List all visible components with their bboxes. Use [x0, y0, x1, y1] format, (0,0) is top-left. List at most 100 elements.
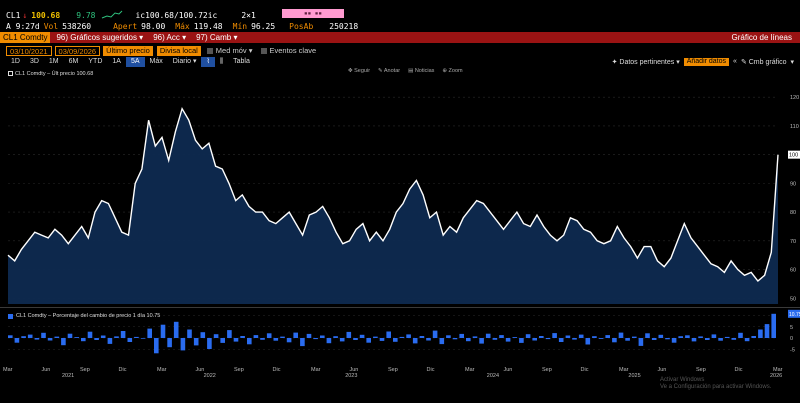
change-y-tick-label: 5: [790, 325, 793, 331]
change-bar: [180, 338, 186, 351]
key-events-label[interactable]: Eventos clave: [269, 46, 317, 55]
change-bar: [346, 331, 352, 338]
range-3d[interactable]: 3D: [29, 58, 39, 65]
change-bar: [200, 332, 206, 338]
change-bar: [651, 338, 657, 340]
change-bar: [399, 336, 405, 338]
change-bar: [227, 330, 232, 338]
range-1d[interactable]: 1D: [11, 58, 20, 65]
last-price: 100.68: [31, 10, 61, 20]
range-5a[interactable]: 5A: [125, 57, 145, 67]
key-events-checkbox[interactable]: [260, 47, 267, 54]
range-max[interactable]: Máx: [149, 58, 163, 65]
change-bar: [286, 338, 292, 343]
price-type-select[interactable]: Último precio: [103, 45, 153, 56]
x-tick-label: Dic: [735, 367, 743, 373]
change-bar: [632, 336, 637, 338]
quote-row-2: A 9:27d Vol 538260 Apert 98.00 Máx 119.4…: [0, 21, 800, 32]
change-bar: [41, 332, 46, 338]
frequency-select[interactable]: Diario ▾: [172, 58, 197, 65]
x-tick-label: Mar: [619, 367, 629, 373]
change-bar: [751, 336, 756, 338]
range-ytd[interactable]: YTD: [88, 58, 103, 65]
change-bar: [393, 338, 398, 342]
bar-chart-icon[interactable]: ⫼: [219, 58, 224, 65]
change-bar: [578, 334, 584, 338]
range-bar: 1D 3D 1M 6M YTD 1A 5A Máx Diario ▾ ⌇ ⫼ T…: [0, 57, 800, 67]
change-y-tick-label: 0: [790, 336, 793, 342]
end-date-input[interactable]: 03/09/2026: [54, 45, 101, 56]
change-bar: [691, 338, 697, 342]
change-bar: [744, 338, 750, 342]
change-bar: [14, 338, 20, 343]
x-tick-label: Jun: [658, 367, 667, 373]
change-bar: [724, 336, 730, 338]
change-bar: [512, 337, 518, 338]
change-bar: [207, 338, 212, 349]
moving-average-checkbox[interactable]: [206, 47, 213, 54]
x-year-label: 2024: [487, 373, 499, 377]
line-chart-icon[interactable]: ⌇: [201, 57, 215, 67]
chevron-down-icon[interactable]: ▾: [790, 59, 794, 66]
currency-select[interactable]: Divisa local: [156, 45, 201, 56]
change-bar: [260, 338, 265, 340]
alert-pill[interactable]: ▪▪ ▪▪: [282, 9, 344, 18]
min-value: 96.25: [251, 22, 276, 31]
price-chart[interactable]: 50 60 70 80 90 100 110 120 100: [0, 78, 800, 306]
add-data-button[interactable]: Añadir datos: [683, 58, 730, 66]
main-legend-label: CL1 Comdty – Últ precio 100.68: [15, 70, 94, 77]
change-bar: [114, 336, 119, 338]
price-y-tick-label: 50: [790, 296, 796, 302]
x-year-label: 2022: [204, 373, 216, 377]
x-tick-label: Mar: [157, 367, 167, 373]
moving-average-label[interactable]: Med móv ▾: [215, 46, 253, 55]
change-bar: [320, 335, 325, 338]
change-bar: [585, 338, 591, 345]
x-tick-label: Jun: [196, 367, 205, 373]
menu-suggested-charts[interactable]: 96) Gráficos sugeridos ▾: [56, 33, 144, 42]
menu-actions[interactable]: 96) Acc ▾: [153, 33, 187, 42]
change-bar: [731, 338, 737, 340]
max-label: Máx: [175, 22, 190, 31]
menu-change[interactable]: 97) Camb ▾: [196, 33, 238, 42]
change-bar: [21, 336, 26, 338]
security-ticker-box[interactable]: CL1 Comdty: [0, 32, 51, 43]
change-bar: [266, 333, 272, 338]
follow-tool[interactable]: ✥ Seguir: [348, 68, 371, 74]
annotate-tool[interactable]: ✎ Anotar: [378, 68, 401, 74]
news-tool[interactable]: ▤ Noticias: [408, 68, 435, 74]
vol-label: Vol: [43, 22, 59, 31]
price-area: [8, 108, 778, 304]
x-tick-label: Jun: [504, 367, 513, 373]
x-tick-label: Jun: [42, 367, 51, 373]
x-tick-label: Mar: [3, 367, 13, 373]
collapse-icon[interactable]: «: [733, 58, 737, 65]
start-date-input[interactable]: 03/10/2021: [6, 45, 52, 56]
change-bar: [492, 338, 498, 340]
change-legend-label: CL1 Comdty – Porcentaje del cambio de pr…: [16, 313, 161, 319]
change-bar: [74, 337, 79, 338]
change-chart[interactable]: -5051010.75 MarJunSepDicMarJunSepDicMarJ…: [0, 307, 800, 377]
range-6m[interactable]: 6M: [68, 58, 79, 65]
price-y-tick-label: 70: [790, 239, 796, 245]
price-y-tick-label: 120: [790, 95, 799, 101]
change-bar: [386, 331, 391, 338]
price-change: 9.78: [76, 10, 96, 20]
legend-checkbox[interactable]: [8, 71, 13, 76]
change-bar: [638, 338, 644, 346]
watermark-line-1: Activar Windows: [660, 377, 705, 383]
zoom-tool[interactable]: ⊕ Zoom: [442, 68, 463, 74]
range-1a[interactable]: 1A: [112, 58, 121, 65]
related-data-button[interactable]: ✦ Datos pertinentes ▾: [611, 59, 680, 66]
change-bar: [565, 335, 571, 338]
change-legend-swatch: [8, 313, 13, 319]
range-1m[interactable]: 1M: [48, 58, 59, 65]
change-bar: [671, 338, 677, 343]
main-legend: CL1 Comdty – Últ precio 100.68: [8, 69, 93, 78]
table-button[interactable]: Tabla: [233, 58, 250, 65]
change-bar: [100, 335, 106, 338]
change-bar: [625, 338, 630, 341]
change-chart-button[interactable]: ✎ Cmb gráfico: [740, 59, 787, 66]
change-bar: [61, 338, 66, 346]
x-year-label: 2025: [628, 373, 640, 377]
